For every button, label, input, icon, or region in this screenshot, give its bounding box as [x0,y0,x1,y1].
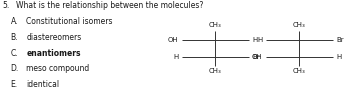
Text: identical: identical [26,80,60,89]
Text: OH: OH [252,54,262,60]
Text: C.: C. [10,48,18,58]
Text: A.: A. [10,17,18,26]
Text: CH₃: CH₃ [209,22,222,28]
Text: Br: Br [252,54,260,60]
Text: enantiomers: enantiomers [26,48,81,58]
Text: CH₃: CH₃ [293,68,306,74]
Text: What is the relationship between the molecules?: What is the relationship between the mol… [16,1,203,10]
Text: E.: E. [10,80,18,89]
Text: diastereomers: diastereomers [26,33,82,42]
Text: H: H [252,37,257,43]
Text: H: H [336,54,341,60]
Text: Br: Br [336,37,344,43]
Text: 5.: 5. [3,1,10,10]
Text: H: H [257,37,262,43]
Text: H: H [173,54,178,60]
Text: D.: D. [10,64,19,73]
Text: B.: B. [10,33,18,42]
Text: Constitutional isomers: Constitutional isomers [26,17,113,26]
Text: meso compound: meso compound [26,64,90,73]
Text: OH: OH [168,37,178,43]
Text: CH₃: CH₃ [293,22,306,28]
Text: CH₃: CH₃ [209,68,222,74]
